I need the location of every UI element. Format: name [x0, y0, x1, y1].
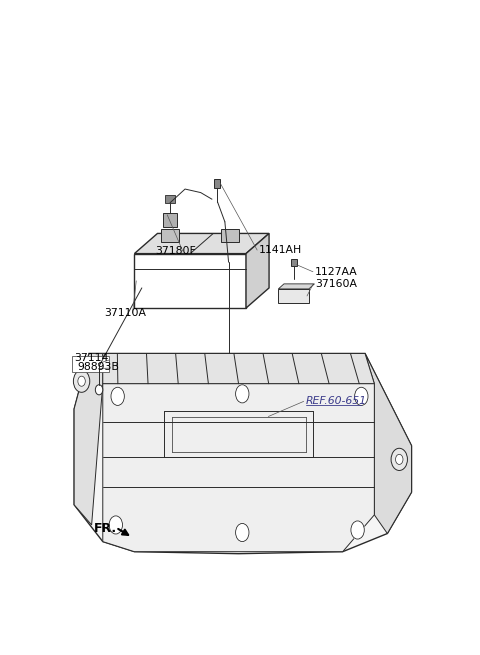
Polygon shape	[134, 233, 269, 253]
Circle shape	[396, 455, 403, 464]
Polygon shape	[365, 354, 411, 534]
Polygon shape	[74, 354, 411, 553]
Circle shape	[391, 448, 408, 470]
Text: 37180F: 37180F	[155, 246, 196, 256]
FancyBboxPatch shape	[278, 289, 309, 303]
FancyBboxPatch shape	[134, 253, 246, 308]
Polygon shape	[103, 384, 374, 552]
Circle shape	[236, 523, 249, 542]
Text: FR.: FR.	[94, 522, 117, 535]
Text: REF.60-651: REF.60-651	[305, 396, 367, 406]
Circle shape	[355, 387, 368, 405]
Polygon shape	[246, 233, 269, 308]
Text: 1141AH: 1141AH	[259, 245, 302, 255]
Text: 37114: 37114	[74, 352, 108, 362]
FancyBboxPatch shape	[161, 229, 179, 242]
FancyBboxPatch shape	[165, 195, 175, 202]
Circle shape	[236, 384, 249, 403]
Circle shape	[78, 376, 85, 386]
Text: 37160A: 37160A	[315, 280, 357, 290]
Circle shape	[96, 384, 103, 395]
FancyBboxPatch shape	[72, 356, 109, 372]
Polygon shape	[74, 354, 103, 525]
FancyBboxPatch shape	[215, 179, 220, 187]
Text: 98893B: 98893B	[78, 362, 120, 372]
Polygon shape	[278, 284, 314, 289]
Text: 1127AA: 1127AA	[315, 267, 358, 277]
FancyBboxPatch shape	[164, 213, 177, 227]
Circle shape	[111, 387, 124, 405]
FancyBboxPatch shape	[221, 229, 239, 242]
Text: 37110A: 37110A	[104, 308, 146, 318]
Circle shape	[109, 516, 122, 534]
Circle shape	[351, 521, 364, 539]
Polygon shape	[103, 354, 374, 384]
FancyBboxPatch shape	[291, 259, 297, 266]
Circle shape	[73, 370, 90, 392]
